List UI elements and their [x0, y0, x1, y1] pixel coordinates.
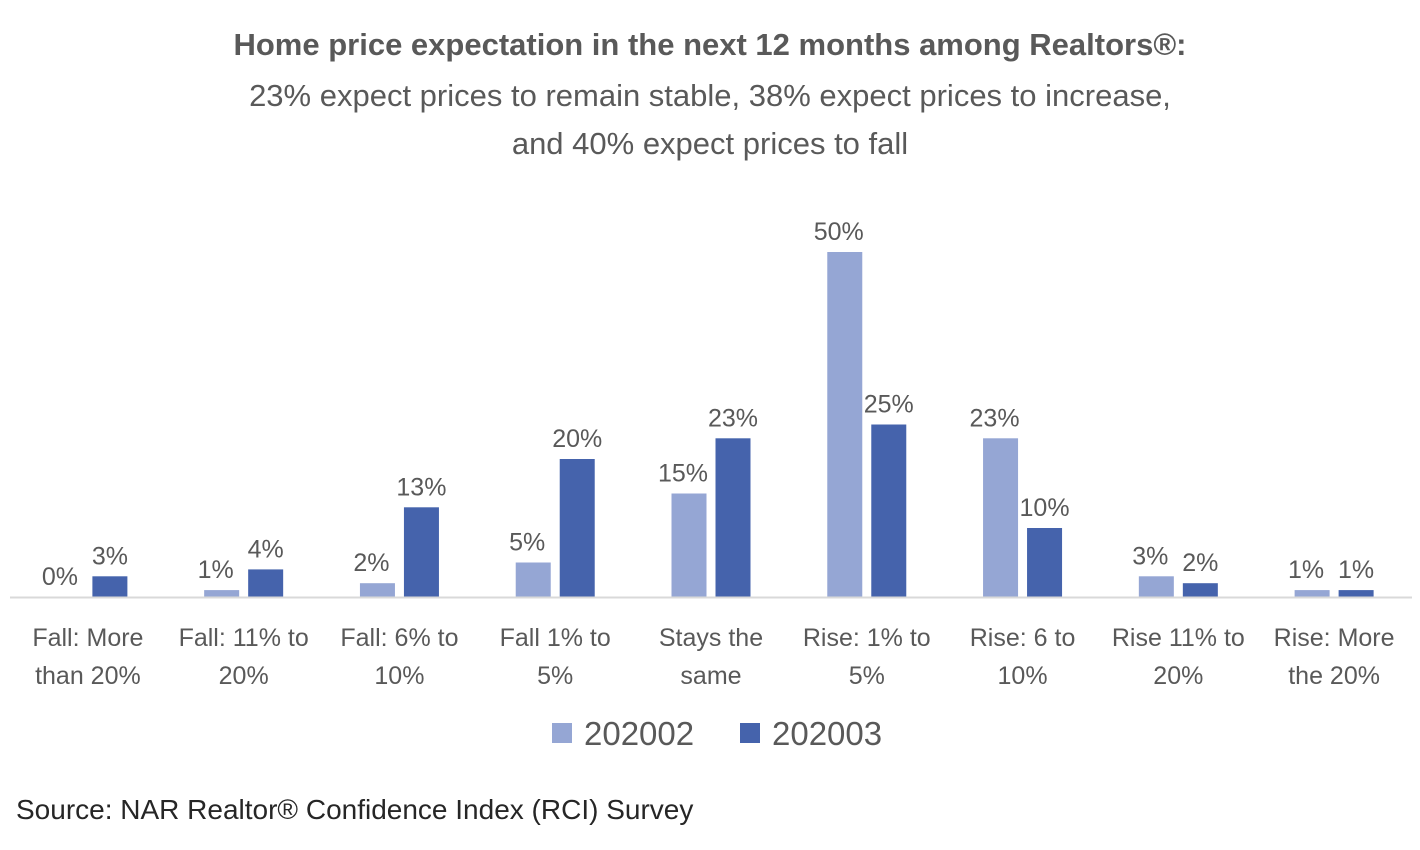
bar-202002-7 — [1138, 576, 1174, 597]
bar-202003-4 — [715, 438, 751, 597]
data-label-202003-7: 2% — [1182, 549, 1218, 577]
chart-subtitle: 23% expect prices to remain stable, 38% … — [0, 72, 1420, 168]
bar-202003-1 — [248, 569, 284, 597]
data-label-202002-2: 2% — [353, 549, 389, 577]
category-label-1-1: 20% — [219, 662, 269, 690]
data-label-202002-6: 23% — [970, 404, 1020, 432]
data-label-202002-8: 1% — [1288, 556, 1324, 584]
legend-swatch-202002 — [552, 723, 572, 743]
category-label-6-1: 10% — [998, 662, 1048, 690]
legend-label-202002: 202002 — [584, 715, 694, 752]
legend-swatch-202003 — [740, 723, 760, 743]
data-label-202002-1: 1% — [198, 556, 234, 584]
data-label-202003-4: 23% — [708, 404, 758, 432]
category-label-4-1: same — [680, 662, 741, 690]
data-label-202002-7: 3% — [1132, 542, 1168, 570]
category-label-8-1: the 20% — [1288, 662, 1380, 690]
category-label-5-1: 5% — [849, 662, 885, 690]
category-label-7-0: Rise 11% to — [1112, 624, 1245, 652]
bar-202003-7 — [1182, 583, 1218, 597]
data-label-202003-1: 4% — [248, 535, 284, 563]
category-label-2-0: Fall: 6% to — [340, 624, 458, 652]
category-label-3-0: Fall 1% to — [500, 624, 611, 652]
bar-202002-3 — [515, 562, 551, 597]
category-label-5-0: Rise: 1% to — [803, 624, 931, 652]
category-label-0-0: Fall: More — [32, 624, 143, 652]
category-label-8-0: Rise: More — [1274, 624, 1395, 652]
data-label-202002-3: 5% — [509, 529, 545, 557]
data-label-202003-2: 13% — [396, 473, 446, 501]
bar-202002-6 — [983, 438, 1019, 597]
category-label-7-1: 20% — [1153, 662, 1203, 690]
source-note: Source: NAR Realtor® Confidence Index (R… — [16, 794, 694, 825]
bar-202002-2 — [359, 583, 395, 597]
data-label-202002-5: 50% — [814, 218, 864, 246]
data-label-202003-8: 1% — [1338, 556, 1374, 584]
data-label-202002-0: 0% — [42, 563, 78, 591]
bar-202003-5 — [871, 424, 907, 597]
bar-202003-6 — [1027, 528, 1063, 597]
data-label-202003-5: 25% — [864, 391, 914, 419]
category-label-4-0: Stays the — [659, 624, 763, 652]
bar-202002-8 — [1294, 590, 1330, 597]
bar-202003-3 — [559, 459, 595, 597]
data-label-202003-0: 3% — [92, 542, 128, 570]
bar-202003-2 — [403, 507, 439, 597]
chart-title: Home price expectation in the next 12 mo… — [233, 27, 1187, 62]
bar-202002-1 — [204, 590, 240, 597]
category-label-1-0: Fall: 11% to — [179, 624, 309, 652]
data-label-202003-6: 10% — [1020, 494, 1070, 522]
subtitle-line-1: 23% expect prices to remain stable, 38% … — [249, 78, 1171, 113]
data-label-202003-3: 20% — [552, 425, 602, 453]
bar-202003-0 — [92, 576, 128, 597]
bar-202002-5 — [827, 252, 863, 597]
category-label-3-1: 5% — [537, 662, 573, 690]
subtitle-line-2: and 40% expect prices to fall — [511, 126, 909, 161]
bar-202003-8 — [1338, 590, 1374, 597]
category-label-6-0: Rise: 6 to — [970, 624, 1076, 652]
legend-label-202003: 202003 — [772, 715, 882, 752]
data-label-202002-4: 15% — [658, 460, 708, 488]
bar-202002-4 — [671, 493, 707, 597]
category-label-0-1: than 20% — [35, 662, 141, 690]
category-label-2-1: 10% — [374, 662, 424, 690]
